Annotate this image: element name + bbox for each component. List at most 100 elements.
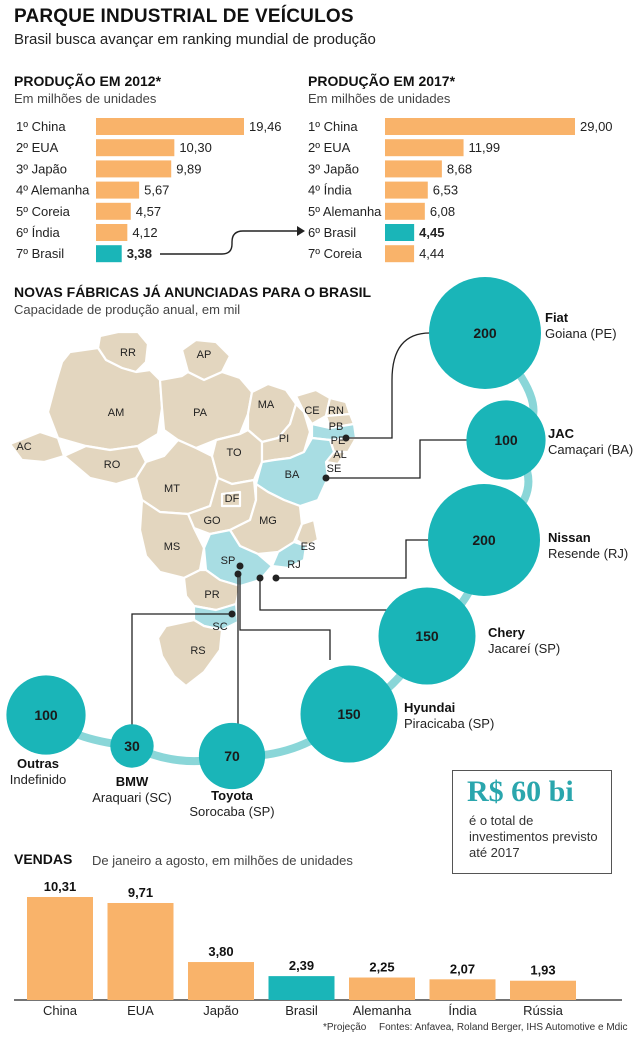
chart-2017-title: PRODUÇÃO EM 2017* xyxy=(308,73,456,89)
state-label-ma: MA xyxy=(258,399,275,411)
category-label: EUA xyxy=(127,1003,154,1018)
value-label: 19,46 xyxy=(249,119,282,134)
state-label-pe: PE xyxy=(331,435,346,447)
chart-2017: 1º China 29,00 2º EUA 11,99 3º Japão 8,68 4º Í… xyxy=(308,118,613,263)
bar xyxy=(107,902,174,1000)
value-label: 4,44 xyxy=(419,246,444,261)
state-label-rs: RS xyxy=(190,645,205,657)
factory-place: Piracicaba (SP) xyxy=(404,716,494,731)
factory-brand: Hyundai xyxy=(404,700,455,715)
leader-line xyxy=(346,332,431,439)
investment-text: é o total de investimentos previsto até … xyxy=(469,813,598,860)
sales-unit: De janeiro a agosto, em milhões de unida… xyxy=(92,853,353,868)
bubble-chery xyxy=(378,587,476,685)
state-label-ba: BA xyxy=(285,469,300,481)
page-title: PARQUE INDUSTRIAL DE VEÍCULOS xyxy=(14,6,354,27)
category-label: 2º EUA xyxy=(308,140,351,155)
bubble-value: 200 xyxy=(472,532,496,548)
bar xyxy=(385,224,415,241)
factory-place: Camaçari (BA) xyxy=(548,442,633,457)
bar xyxy=(385,202,425,220)
leader-line xyxy=(326,439,470,479)
category-label: 2º EUA xyxy=(16,140,59,155)
state-label-ac: AC xyxy=(16,441,31,453)
state-label-mt: MT xyxy=(164,483,180,495)
value-label: 10,30 xyxy=(179,140,212,155)
category-label: Rússia xyxy=(523,1003,564,1018)
sales-chart: 10,31 China 9,71 EUA 3,80 Japão 2,39 Brasil 2,25… xyxy=(14,879,622,1018)
factory-place: Jacareí (SP) xyxy=(488,641,560,656)
state-label-se: SE xyxy=(327,463,342,475)
bar xyxy=(385,245,415,263)
factory-dot xyxy=(228,610,236,618)
bubble-nissan xyxy=(428,484,540,596)
factory-place: Sorocaba (SP) xyxy=(189,804,274,819)
bar xyxy=(385,139,464,157)
bar xyxy=(385,160,442,178)
factory-place: Araquari (SC) xyxy=(92,790,171,805)
bubble-value: 200 xyxy=(473,325,497,341)
category-label: 7º Coreia xyxy=(308,246,363,261)
factory-brand: BMW xyxy=(116,774,149,789)
state-label-ms: MS xyxy=(164,541,181,553)
value-label: 10,31 xyxy=(44,879,77,894)
bubble-outras xyxy=(6,675,86,755)
bar xyxy=(96,202,131,220)
category-label: 5º Alemanha xyxy=(308,204,382,219)
bubble-value: 150 xyxy=(337,706,361,722)
factory-dot xyxy=(236,562,244,570)
value-label: 8,68 xyxy=(447,161,472,176)
map-state-labels: RR AP AM PA MA CE RN PB PE AL SE PI BA TO AC RO MT GO DF MG… xyxy=(16,347,346,657)
factory-brand: Toyota xyxy=(211,788,253,803)
state-label-pi: PI xyxy=(279,433,289,445)
bubble-value: 150 xyxy=(415,628,439,644)
bar xyxy=(268,976,335,1000)
bar xyxy=(96,139,175,157)
factories-title: NOVAS FÁBRICAS JÁ ANUNCIADAS PARA O BRAS… xyxy=(14,284,372,300)
footnote-sources: Fontes: Anfavea, Roland Berger, IHS Auto… xyxy=(379,1022,628,1033)
bubble-value: 100 xyxy=(34,707,58,723)
leader-line xyxy=(131,613,232,730)
category-label: 4º Índia xyxy=(308,183,353,198)
bar xyxy=(96,245,122,263)
state-label-ro: RO xyxy=(104,459,121,471)
value-label: 4,45 xyxy=(419,225,444,240)
value-label: 2,07 xyxy=(450,961,475,976)
state-label-al: AL xyxy=(333,449,346,461)
category-label: 1º China xyxy=(16,119,66,134)
sales-title: VENDAS xyxy=(14,851,73,867)
category-label: 6º Brasil xyxy=(308,225,356,240)
bar xyxy=(27,897,93,1000)
value-label: 3,38 xyxy=(127,246,152,261)
bubble-value: 30 xyxy=(124,738,140,754)
bar xyxy=(349,977,415,1000)
state-label-pr: PR xyxy=(204,589,219,601)
bar xyxy=(385,181,428,199)
bar xyxy=(188,962,254,1000)
state-to xyxy=(210,428,264,486)
bubble-value: 70 xyxy=(224,748,240,764)
value-label: 2,25 xyxy=(369,960,394,975)
state-label-mg: MG xyxy=(259,515,277,527)
state-label-df: DF xyxy=(225,493,240,505)
state-label-to: TO xyxy=(226,447,242,459)
bubble-fiat xyxy=(429,277,541,389)
factory-place: Goiana (PE) xyxy=(545,326,617,341)
value-label: 3,80 xyxy=(208,944,233,959)
category-label: Brasil xyxy=(285,1003,318,1018)
category-label: 4º Alemanha xyxy=(16,183,90,198)
category-label: Alemanha xyxy=(353,1003,412,1018)
state-label-ap: AP xyxy=(197,349,212,361)
category-label: China xyxy=(43,1003,78,1018)
footnote-projection: *Projeção xyxy=(323,1022,367,1033)
state-df xyxy=(220,490,242,508)
category-label: 7º Brasil xyxy=(16,246,64,261)
bubble-toyota xyxy=(198,722,266,790)
investment-box: R$ 60 bi é o total de investimentos prev… xyxy=(452,770,612,874)
leader-line xyxy=(239,574,331,660)
chart-2012-title: PRODUÇÃO EM 2012* xyxy=(14,73,162,89)
factory-place: Resende (RJ) xyxy=(548,546,628,561)
category-label: 1º China xyxy=(308,119,358,134)
